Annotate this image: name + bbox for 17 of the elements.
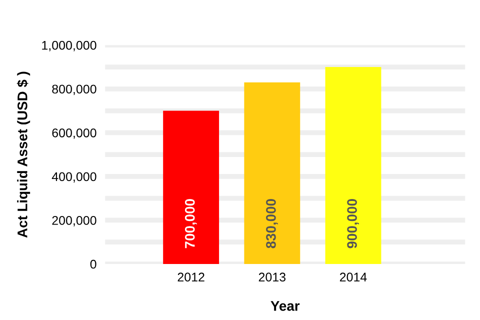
data-label: 700,000 [184,199,197,248]
bar [163,110,220,264]
data-label: 830,000 [266,199,278,248]
y-tick-label: 600,000 [52,128,96,139]
y-tick-label: 0 [90,260,96,269]
y-axis-title: Act Liquid Asset (USD $ ) [16,72,30,238]
bar [325,67,382,264]
data-label: 900,000 [347,199,359,248]
y-tick-label: 1,000,000 [42,40,96,52]
x-axis-title: Year [270,301,300,311]
x-tick-label: 2014 [340,272,367,282]
y-tick-label: 400,000 [52,172,96,183]
x-tick-label: 2012 [178,272,204,282]
bar [244,82,300,264]
y-tick-label: 200,000 [52,216,96,226]
y-tick-label: 800,000 [52,84,96,96]
x-tick-label: 2013 [258,272,286,282]
